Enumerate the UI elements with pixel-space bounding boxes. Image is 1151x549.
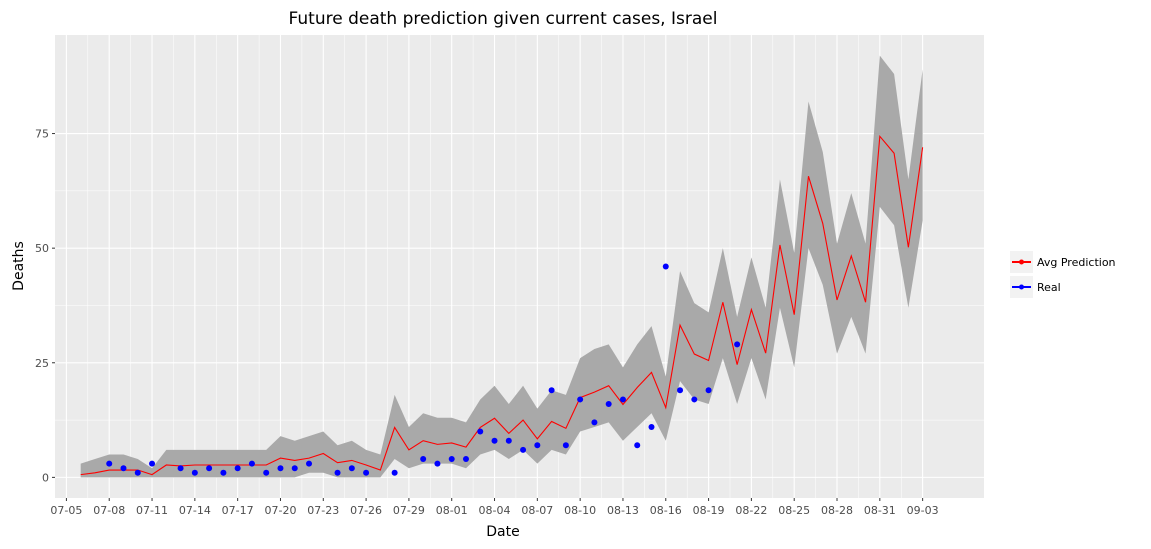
y-axis: 0 25 50 75 — [35, 128, 55, 484]
real-point — [206, 465, 213, 472]
real-point — [291, 465, 298, 472]
real-point — [220, 469, 227, 476]
real-point — [434, 460, 441, 467]
x-tick-label: 07-23 — [307, 504, 339, 517]
x-tick-label: 07-05 — [50, 504, 82, 517]
x-tick-label: 08-07 — [521, 504, 553, 517]
real-point — [662, 263, 669, 270]
real-point — [619, 396, 626, 403]
real-point — [648, 423, 655, 430]
real-point — [591, 419, 598, 426]
real-point — [448, 456, 455, 463]
real-point — [420, 456, 427, 463]
real-point — [548, 387, 555, 394]
x-tick-label: 08-19 — [693, 504, 725, 517]
real-point — [191, 469, 198, 476]
x-axis-title: Date — [486, 524, 519, 540]
y-tick-label: 25 — [35, 357, 49, 370]
y-tick-label: 75 — [35, 128, 49, 141]
x-tick-label: 07-29 — [393, 504, 425, 517]
x-tick-label: 08-22 — [735, 504, 767, 517]
real-point — [134, 469, 141, 476]
real-point — [705, 387, 712, 394]
prediction-band — [80, 55, 923, 478]
x-tick-label: 08-25 — [778, 504, 810, 517]
real-point — [734, 341, 741, 348]
y-tick-label: 0 — [42, 471, 49, 484]
real-point — [677, 387, 684, 394]
real-point — [605, 401, 612, 408]
real-point — [277, 465, 284, 472]
real-point — [391, 469, 398, 476]
real-point — [562, 442, 569, 449]
real-point — [177, 465, 184, 472]
x-tick-label: 08-04 — [479, 504, 511, 517]
legend-dot-real — [1019, 284, 1024, 290]
real-point — [306, 460, 313, 467]
real-point — [149, 460, 156, 467]
real-point — [577, 396, 584, 403]
x-tick-label: 08-16 — [650, 504, 682, 517]
real-point — [234, 465, 241, 472]
x-tick-label: 07-11 — [136, 504, 168, 517]
real-series — [106, 263, 741, 476]
x-tick-label: 08-31 — [864, 504, 896, 517]
x-tick-label: 07-26 — [350, 504, 382, 517]
legend-label-avg-prediction: Avg Prediction — [1037, 256, 1116, 269]
legend-dot-avg-prediction — [1019, 259, 1024, 265]
real-point — [691, 396, 698, 403]
y-axis-title: Deaths — [11, 241, 27, 291]
real-point — [106, 460, 113, 467]
x-tick-label: 07-20 — [264, 504, 296, 517]
real-point — [534, 442, 541, 449]
real-point — [263, 469, 270, 476]
real-point — [348, 465, 355, 472]
x-tick-label: 07-17 — [222, 504, 254, 517]
chart-title: Future death prediction given current ca… — [289, 9, 718, 29]
real-point — [120, 465, 127, 472]
real-point — [491, 437, 498, 444]
x-tick-label: 09-03 — [907, 504, 939, 517]
x-tick-label: 08-13 — [607, 504, 639, 517]
legend-label-real: Real — [1037, 281, 1061, 294]
real-point — [334, 469, 341, 476]
x-tick-label: 08-28 — [821, 504, 853, 517]
real-point — [634, 442, 641, 449]
x-tick-label: 08-10 — [564, 504, 596, 517]
x-tick-label: 08-01 — [436, 504, 468, 517]
x-tick-label: 07-14 — [179, 504, 211, 517]
real-point — [462, 456, 469, 463]
real-point — [520, 446, 527, 453]
real-point — [505, 437, 512, 444]
avg-prediction-series — [80, 134, 924, 476]
avg-prediction-line — [80, 134, 924, 476]
prediction-band-area — [80, 55, 923, 478]
y-tick-label: 50 — [35, 242, 49, 255]
x-tick-label: 07-08 — [93, 504, 125, 517]
real-point — [477, 428, 484, 435]
real-point — [248, 460, 255, 467]
x-axis: 07-05 07-08 07-11 07-14 07-17 07-20 07-23 07-26… — [50, 498, 939, 517]
real-point — [363, 469, 370, 476]
legend: Avg Prediction Real — [1010, 251, 1116, 298]
